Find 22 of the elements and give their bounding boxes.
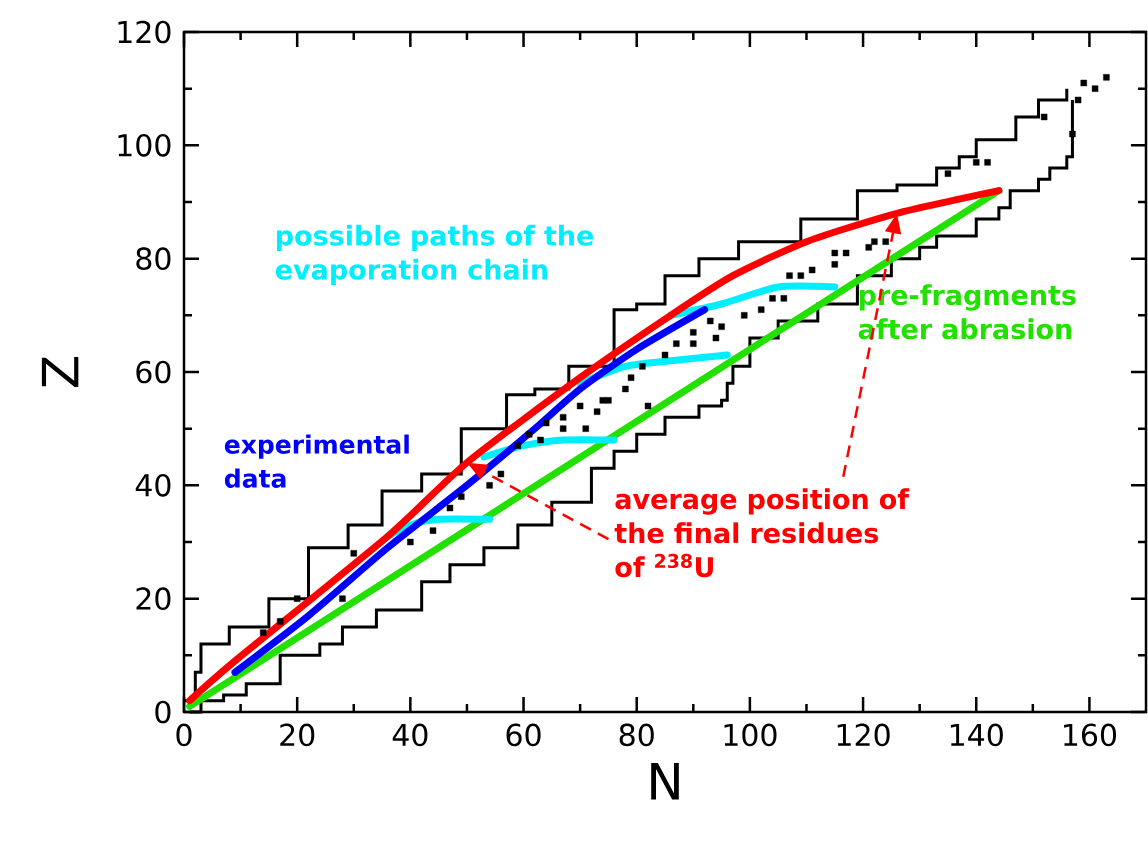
text: average position of the final residues of $^{238}$U <box>614 488 910 578</box>
x-tick-label: 160 <box>1064 723 1117 747</box>
y-tick-label: 40 <box>135 473 171 497</box>
y-tick-label: 60 <box>136 360 171 384</box>
text: possible paths of the evaporation chain <box>275 224 594 285</box>
y-axis-title: Z <box>41 357 79 387</box>
y-tick-label: 80 <box>136 247 171 271</box>
x-tick-label: 0 <box>176 723 192 747</box>
y-tick-label: 0 <box>155 700 171 724</box>
series-label: experimental data <box>224 434 409 488</box>
x-tick-label: 140 <box>950 723 1003 747</box>
x-tick-label: 40 <box>392 723 428 747</box>
x-tick-label: 20 <box>280 723 315 747</box>
y-tick-label: 100 <box>118 133 171 157</box>
x-tick-label: 60 <box>506 723 541 747</box>
y-tick-label: 20 <box>136 587 171 611</box>
x-axis-title: N <box>651 763 679 800</box>
x-tick-label: 80 <box>619 723 654 747</box>
x-tick-label: 100 <box>724 723 777 747</box>
series-label: pre-fragments after abrasion <box>858 284 1076 340</box>
x-tick-label: 120 <box>837 723 890 747</box>
y-tick-label: 120 <box>118 20 171 44</box>
